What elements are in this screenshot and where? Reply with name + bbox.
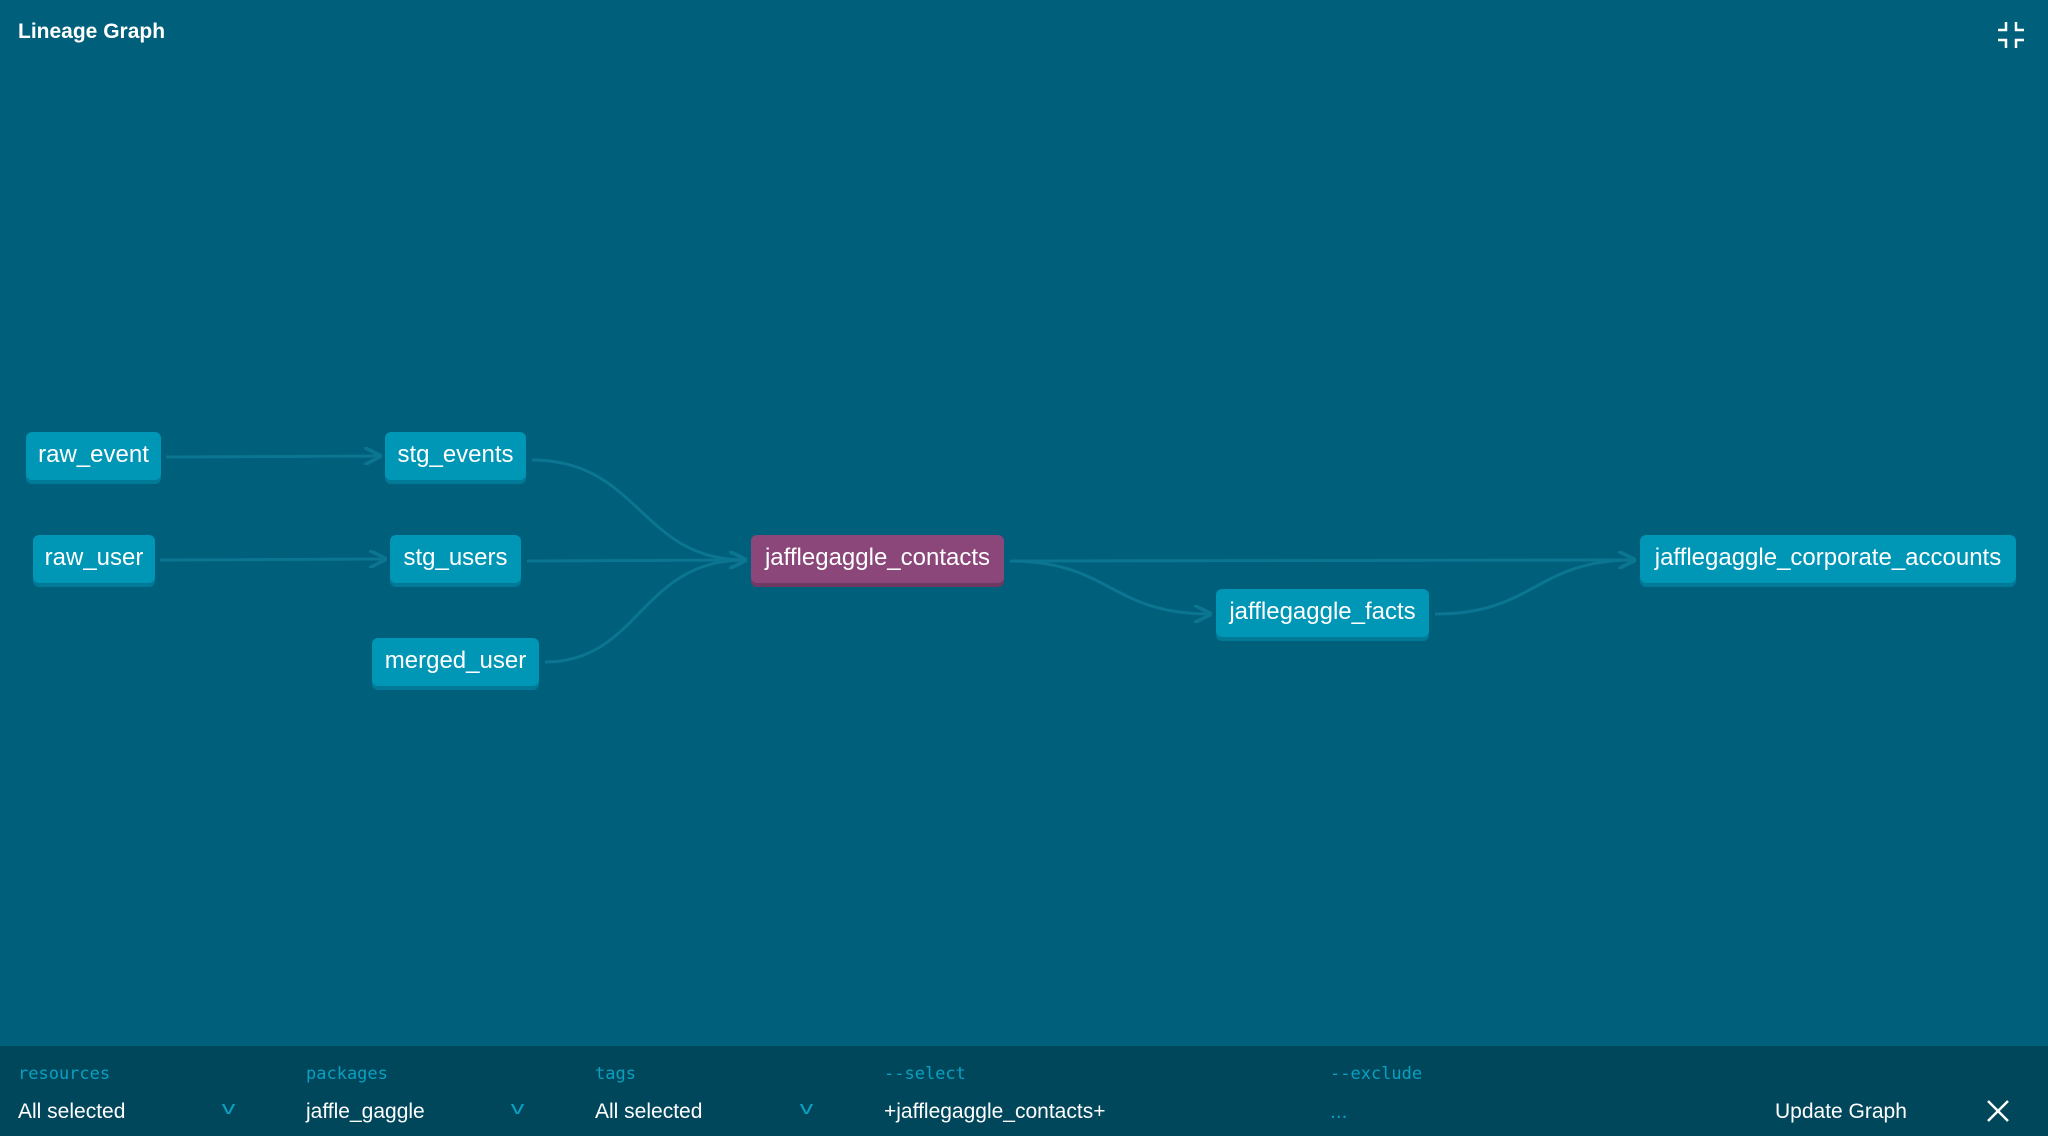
edges	[159, 0, 2048, 664]
edge-merged_user-contacts	[544, 560, 745, 664]
node-raw_user[interactable]: raw_user	[33, 535, 155, 583]
packages-select[interactable]: jaffle_gaggle	[306, 1100, 425, 1123]
edge-stg_users-contacts	[526, 560, 745, 561]
edge-stg_events-contacts	[531, 458, 745, 560]
node-merged_user[interactable]: merged_user	[372, 638, 539, 686]
edge-raw_event-stg_events	[165, 456, 380, 457]
exclude-input[interactable]: ...	[1330, 1100, 1348, 1123]
node-raw_event[interactable]: raw_event	[26, 432, 161, 480]
tags-select[interactable]: All selected	[595, 1100, 703, 1123]
update-graph-button[interactable]: Update Graph	[1775, 1100, 1907, 1123]
edge-facts-corporate	[1434, 560, 1634, 616]
filter-bar: resources All selected v packages jaffle…	[0, 1046, 2048, 1136]
node-stg_users[interactable]: stg_users	[390, 535, 521, 583]
exclude-label: --exclude	[1330, 1064, 1423, 1084]
resources-label: resources	[18, 1064, 111, 1084]
chevron-down-icon[interactable]: v	[221, 1098, 236, 1118]
edge-contacts-corporate	[1009, 560, 1634, 561]
node-jafflegaggle_contacts[interactable]: jafflegaggle_contacts	[751, 535, 1004, 583]
select-label: --select	[884, 1064, 966, 1084]
resources-select[interactable]: All selected	[18, 1100, 126, 1123]
node-stg_events[interactable]: stg_events	[385, 432, 526, 480]
collapse-icon[interactable]	[1996, 20, 2026, 50]
edge-contacts-facts	[1009, 559, 1210, 614]
select-input[interactable]: +jafflegaggle_contacts+	[884, 1100, 1106, 1123]
node-jafflegaggle_facts[interactable]: jafflegaggle_facts	[1216, 589, 1429, 637]
page-title: Lineage Graph	[18, 20, 166, 43]
close-icon[interactable]	[1985, 1098, 2011, 1124]
packages-label: packages	[306, 1064, 388, 1084]
node-jafflegaggle_corporate_accounts[interactable]: jafflegaggle_corporate_accounts	[1640, 535, 2016, 583]
edge-raw_user-stg_users	[159, 559, 385, 560]
chevron-down-icon[interactable]: v	[799, 1098, 814, 1118]
tags-label: tags	[595, 1064, 636, 1084]
chevron-down-icon[interactable]: v	[510, 1098, 525, 1118]
